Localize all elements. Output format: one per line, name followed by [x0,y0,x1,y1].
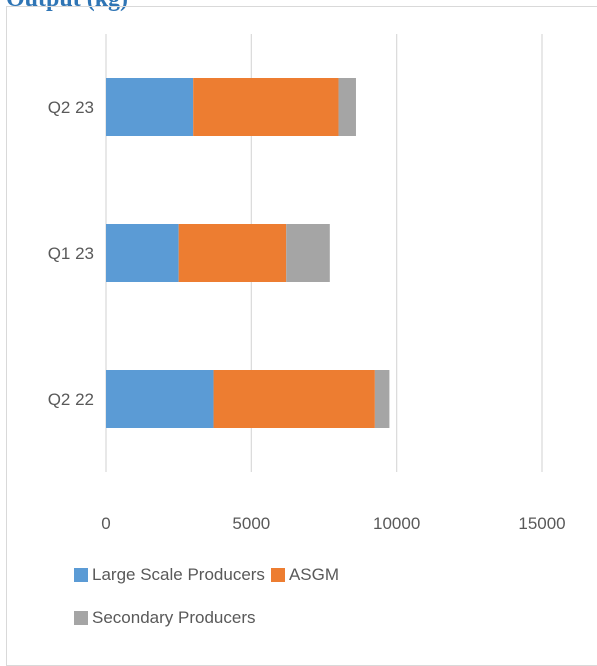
legend-swatch-asgm [270,568,285,582]
x-tick-label-0: 0 [101,514,110,533]
legend-item-asgm: ASGM [270,565,339,585]
legend-label-large-scale-producers: Large Scale Producers [92,565,265,584]
legend: Large Scale Producers ASGM [74,565,345,585]
legend-swatch-large-scale-producers [74,568,88,582]
bar-asgm-q1-23 [178,224,287,282]
bar-large-scale-producers-q2-23 [106,78,194,136]
x-tick-label-1: 5000 [232,514,270,533]
bar-secondary-producers-q2-23 [338,78,356,136]
legend-swatch-secondary-producers [74,611,88,625]
bar-large-scale-producers-q2-22 [106,370,214,428]
legend-item-secondary-producers: Secondary Producers [74,608,255,628]
x-tick-label-3: 15000 [518,514,565,533]
bar-asgm-q2-22 [213,370,375,428]
legend-label-asgm: ASGM [288,565,339,584]
bar-secondary-producers-q1-23 [286,224,330,282]
y-tick-label-0: Q2 22 [48,390,94,409]
y-tick-label-2: Q2 23 [48,98,94,117]
bar-secondary-producers-q2-22 [374,370,390,428]
legend-row-2: Secondary Producers [74,608,261,628]
chart-plot: 0 5000 10000 15000 Q2 22 Q1 23 Q2 23 [48,34,566,533]
x-tick-label-2: 10000 [373,514,420,533]
legend-label-secondary-producers: Secondary Producers [92,608,256,627]
bar-large-scale-producers-q1-23 [106,224,179,282]
legend-item-large-scale-producers: Large Scale Producers [74,565,265,585]
bar-asgm-q2-23 [193,78,339,136]
y-tick-label-1: Q1 23 [48,244,94,263]
